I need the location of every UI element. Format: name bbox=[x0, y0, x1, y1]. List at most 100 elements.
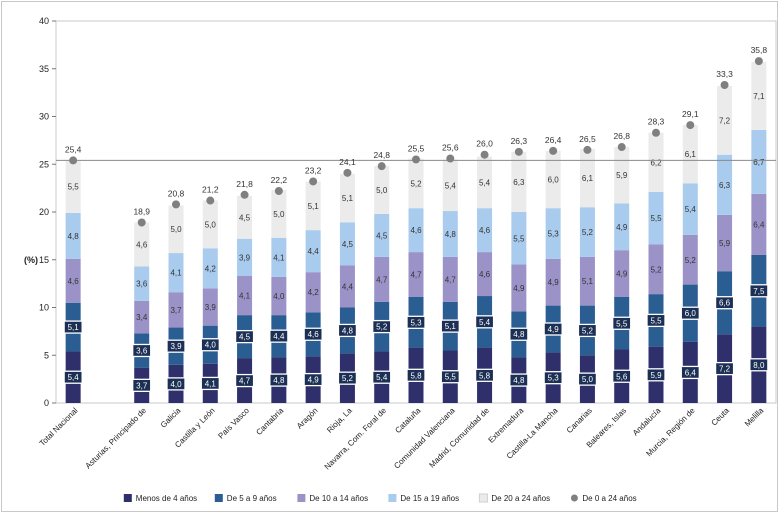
legend-label: De 15 a 19 años bbox=[400, 494, 459, 503]
bar-segment bbox=[374, 213, 390, 257]
data-label-box bbox=[714, 296, 735, 310]
bar-segment bbox=[579, 148, 595, 208]
bar-segment bbox=[477, 156, 493, 209]
bar-segment bbox=[168, 292, 184, 328]
data-label: 5,5 bbox=[650, 316, 662, 325]
data-label-box bbox=[440, 370, 460, 384]
total-point bbox=[480, 150, 489, 159]
data-label-box bbox=[749, 358, 769, 372]
total-point bbox=[412, 155, 420, 164]
data-label: 5,0 bbox=[205, 220, 217, 229]
data-label: 5,3 bbox=[410, 318, 422, 327]
data-label: 4,8 bbox=[273, 376, 285, 385]
bar-segment bbox=[751, 193, 767, 255]
total-label: 20,8 bbox=[168, 188, 185, 198]
data-label: 5,3 bbox=[548, 374, 560, 383]
data-label-box bbox=[509, 327, 529, 341]
bar-segment bbox=[408, 252, 424, 297]
data-label: 5,2 bbox=[376, 323, 388, 332]
category-label: Madrid, Comunidad de bbox=[427, 406, 491, 470]
data-label: 4,4 bbox=[308, 247, 320, 256]
total-point bbox=[309, 177, 318, 186]
category-label: Cataluña bbox=[393, 406, 422, 435]
category-label: Andalucía bbox=[631, 406, 663, 438]
category-label: Cantabria bbox=[254, 406, 285, 437]
bar-segment bbox=[751, 129, 767, 194]
data-label: 3,4 bbox=[136, 313, 148, 322]
total-point bbox=[274, 186, 283, 195]
data-label: 5,5 bbox=[445, 373, 457, 382]
data-label-box bbox=[303, 372, 323, 387]
data-label: 5,0 bbox=[170, 225, 182, 234]
data-label: 6,0 bbox=[548, 176, 560, 185]
data-label: 4,8 bbox=[342, 326, 354, 335]
total-point bbox=[617, 143, 626, 152]
data-label-box bbox=[200, 338, 220, 352]
bar-segment bbox=[374, 256, 390, 302]
bar-segment bbox=[202, 248, 218, 289]
data-label-box bbox=[680, 365, 700, 380]
bar-segment bbox=[717, 154, 733, 215]
data-label: 6,1 bbox=[685, 150, 697, 159]
data-label-box bbox=[132, 343, 152, 358]
data-label: 3,6 bbox=[136, 346, 148, 355]
data-label-box bbox=[337, 371, 358, 385]
data-label: 5,1 bbox=[445, 322, 457, 331]
bar-segment bbox=[305, 181, 321, 231]
total-point bbox=[137, 218, 146, 227]
bar-segment bbox=[271, 237, 287, 277]
bar-segment bbox=[65, 258, 81, 303]
y-tick-label: 10 bbox=[39, 303, 49, 313]
bar-segment bbox=[717, 85, 733, 155]
data-label: 4,1 bbox=[273, 253, 285, 262]
total-label: 24,8 bbox=[373, 150, 390, 160]
data-label: 4,1 bbox=[205, 379, 217, 388]
data-label: 4,2 bbox=[205, 264, 217, 273]
total-label: 22,2 bbox=[271, 175, 288, 185]
total-label: 33,3 bbox=[716, 69, 733, 79]
y-tick-label: 30 bbox=[39, 112, 49, 122]
legend-swatch bbox=[297, 494, 306, 502]
total-point bbox=[686, 121, 695, 130]
data-label-box bbox=[269, 329, 289, 343]
bar-segment bbox=[442, 256, 458, 302]
bar-segment bbox=[579, 256, 595, 306]
bar-segment bbox=[408, 208, 424, 253]
bar-segment bbox=[648, 244, 664, 295]
data-label-box bbox=[406, 315, 426, 329]
total-point bbox=[514, 147, 523, 156]
data-label: 4,0 bbox=[170, 380, 182, 389]
category-label: Melilla bbox=[743, 406, 766, 429]
data-label: 6,3 bbox=[719, 181, 731, 190]
y-tick-label: 15 bbox=[39, 255, 49, 265]
y-tick-label: 40 bbox=[39, 16, 49, 26]
data-label: 4,6 bbox=[479, 270, 491, 279]
total-label: 18,9 bbox=[133, 207, 150, 217]
bar-segment bbox=[545, 208, 561, 259]
legend-swatch bbox=[388, 494, 397, 502]
total-point bbox=[652, 128, 660, 137]
total-point bbox=[377, 162, 386, 171]
data-label: 7,1 bbox=[753, 92, 765, 101]
data-label: 5,9 bbox=[616, 171, 628, 180]
total-label: 25,6 bbox=[442, 143, 459, 153]
total-point bbox=[69, 156, 78, 165]
data-label: 3,7 bbox=[136, 381, 148, 390]
total-label: 26,8 bbox=[613, 131, 630, 141]
data-label: 5,4 bbox=[479, 318, 491, 327]
data-label-box bbox=[269, 373, 289, 387]
bar-segment bbox=[682, 183, 698, 235]
category-label: Rioja, La bbox=[325, 406, 354, 435]
category-label: Asturias, Principado de bbox=[84, 406, 149, 471]
bar-segment bbox=[339, 222, 355, 266]
legend-label: Menos de 4 años bbox=[136, 494, 197, 503]
data-label: 5,4 bbox=[376, 373, 388, 382]
bar-segment bbox=[648, 191, 664, 245]
data-label: 5,0 bbox=[273, 210, 285, 219]
data-label: 5,8 bbox=[410, 371, 422, 380]
data-label: 5,5 bbox=[68, 183, 80, 192]
total-point bbox=[583, 145, 592, 154]
bar-segment bbox=[682, 234, 698, 285]
data-label: 4,9 bbox=[308, 376, 320, 385]
data-label: 4,8 bbox=[68, 232, 80, 241]
